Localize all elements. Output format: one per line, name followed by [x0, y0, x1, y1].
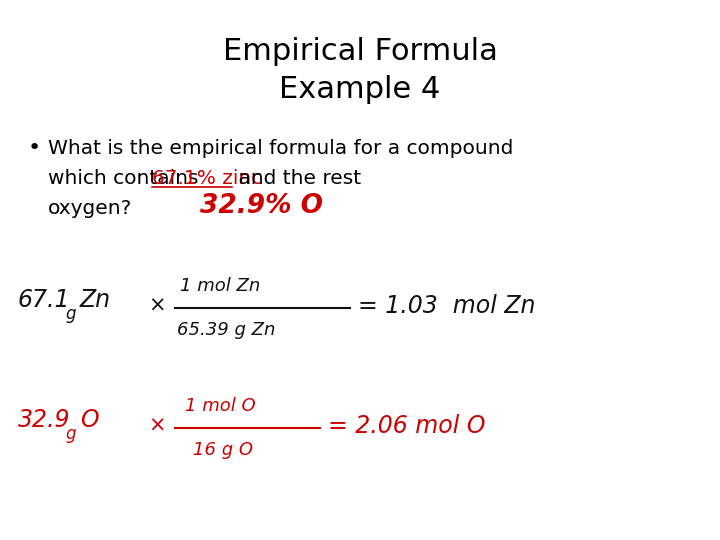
Text: 67.1: 67.1 — [18, 288, 71, 312]
Text: Zn: Zn — [80, 288, 111, 312]
Text: Empirical Formula: Empirical Formula — [222, 37, 498, 66]
Text: which contains: which contains — [48, 168, 205, 187]
Text: 65.39 g Zn: 65.39 g Zn — [177, 321, 275, 339]
Text: 32.9% O: 32.9% O — [200, 193, 323, 219]
Text: 1 mol Zn: 1 mol Zn — [180, 277, 260, 295]
Text: = 1.03  mol Zn: = 1.03 mol Zn — [358, 294, 536, 318]
Text: and the rest: and the rest — [232, 168, 361, 187]
Text: O: O — [80, 408, 99, 432]
Text: ×: × — [148, 296, 166, 316]
Text: Example 4: Example 4 — [279, 76, 441, 105]
Text: oxygen?: oxygen? — [48, 199, 132, 218]
Text: = 2.06 mol O: = 2.06 mol O — [328, 414, 485, 438]
Text: g: g — [65, 305, 76, 323]
Text: 16 g O: 16 g O — [193, 441, 253, 459]
Text: What is the empirical formula for a compound: What is the empirical formula for a comp… — [48, 138, 513, 158]
Text: ×: × — [148, 416, 166, 436]
Text: g: g — [65, 425, 76, 443]
Text: 1 mol O: 1 mol O — [185, 397, 256, 415]
Text: 32.9: 32.9 — [18, 408, 71, 432]
Text: 67.1% zinc: 67.1% zinc — [152, 168, 262, 187]
Text: •: • — [28, 138, 41, 158]
